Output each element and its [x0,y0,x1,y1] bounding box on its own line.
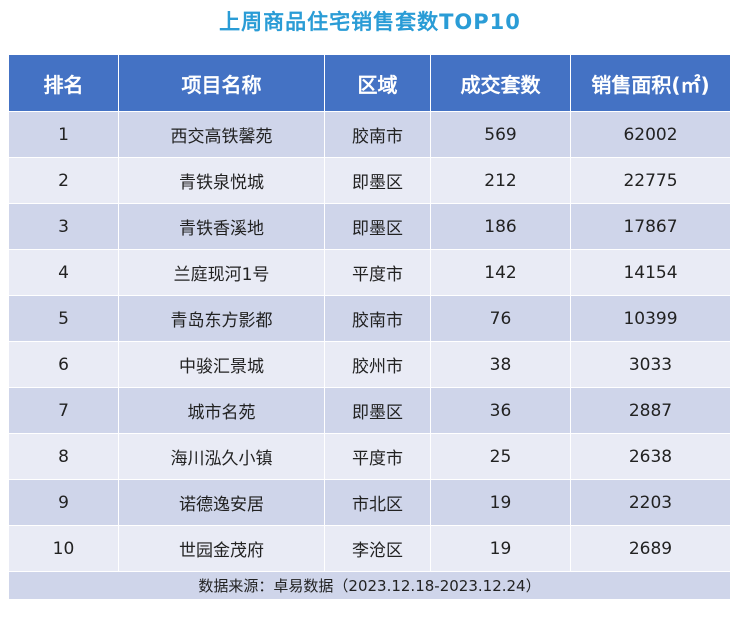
rank-cell: 3 [8,203,119,250]
area-cell: 胶南市 [324,295,431,342]
project-name-cell: 西交高铁馨苑 [118,111,325,158]
table-row: 6 中骏汇景城 胶州市 38 3033 [8,341,731,388]
table-row: 4 兰庭现河1号 平度市 142 14154 [8,249,731,296]
table-row: 8 海川泓久小镇 平度市 25 2638 [8,433,731,480]
column-header-project: 项目名称 [118,54,325,112]
area-cell: 李沧区 [324,525,431,572]
project-name-cell: 城市名苑 [118,387,325,434]
ranking-table: 排名 项目名称 区域 成交套数 销售面积(㎡) 1 西交高铁馨苑 胶南市 569 620… [8,54,731,600]
units-cell: 212 [430,157,571,204]
project-name-cell: 兰庭现河1号 [118,249,325,296]
rank-cell: 4 [8,249,119,296]
project-name-cell: 世园金茂府 [118,525,325,572]
source-row: 数据来源：卓易数据（2023.12.18-2023.12.24） [8,571,731,600]
area-cell: 胶南市 [324,111,431,158]
sales-area-cell: 17867 [570,203,731,250]
units-cell: 142 [430,249,571,296]
table-body: 1 西交高铁馨苑 胶南市 569 62002 2 青铁泉悦城 即墨区 212 22775 3 青铁香溪… [8,111,731,572]
units-cell: 19 [430,525,571,572]
units-cell: 36 [430,387,571,434]
sales-area-cell: 2203 [570,479,731,526]
area-cell: 即墨区 [324,203,431,250]
table-row: 9 诺德逸安居 市北区 19 2203 [8,479,731,526]
sales-area-cell: 14154 [570,249,731,296]
units-cell: 569 [430,111,571,158]
column-header-area: 区域 [324,54,431,112]
area-cell: 市北区 [324,479,431,526]
sales-area-cell: 62002 [570,111,731,158]
area-cell: 平度市 [324,249,431,296]
sales-area-cell: 2689 [570,525,731,572]
table-row: 2 青铁泉悦城 即墨区 212 22775 [8,157,731,204]
units-cell: 25 [430,433,571,480]
units-cell: 38 [430,341,571,388]
rank-cell: 7 [8,387,119,434]
rank-cell: 6 [8,341,119,388]
column-header-rank: 排名 [8,54,119,112]
project-name-cell: 诺德逸安居 [118,479,325,526]
column-header-sales-area: 销售面积(㎡) [570,54,731,112]
project-name-cell: 中骏汇景城 [118,341,325,388]
column-header-units: 成交套数 [430,54,571,112]
area-cell: 即墨区 [324,387,431,434]
table-row: 3 青铁香溪地 即墨区 186 17867 [8,203,731,250]
rank-cell: 5 [8,295,119,342]
area-cell: 平度市 [324,433,431,480]
table-header-row: 排名 项目名称 区域 成交套数 销售面积(㎡) [8,54,731,112]
sales-area-cell: 2887 [570,387,731,434]
project-name-cell: 海川泓久小镇 [118,433,325,480]
units-cell: 19 [430,479,571,526]
chart-title: 上周商品住宅销售套数TOP10 [219,10,521,34]
table-row: 7 城市名苑 即墨区 36 2887 [8,387,731,434]
units-cell: 76 [430,295,571,342]
rank-cell: 2 [8,157,119,204]
area-cell: 胶州市 [324,341,431,388]
sales-area-cell: 3033 [570,341,731,388]
area-cell: 即墨区 [324,157,431,204]
source-note: 数据来源：卓易数据（2023.12.18-2023.12.24） [8,571,731,600]
rank-cell: 1 [8,111,119,158]
table-row: 1 西交高铁馨苑 胶南市 569 62002 [8,111,731,158]
project-name-cell: 青铁香溪地 [118,203,325,250]
project-name-cell: 青铁泉悦城 [118,157,325,204]
table-row: 10 世园金茂府 李沧区 19 2689 [8,525,731,572]
sales-area-cell: 10399 [570,295,731,342]
sales-area-cell: 22775 [570,157,731,204]
sales-area-cell: 2638 [570,433,731,480]
table-row: 5 青岛东方影都 胶南市 76 10399 [8,295,731,342]
rank-cell: 9 [8,479,119,526]
rank-cell: 10 [8,525,119,572]
units-cell: 186 [430,203,571,250]
project-name-cell: 青岛东方影都 [118,295,325,342]
rank-cell: 8 [8,433,119,480]
